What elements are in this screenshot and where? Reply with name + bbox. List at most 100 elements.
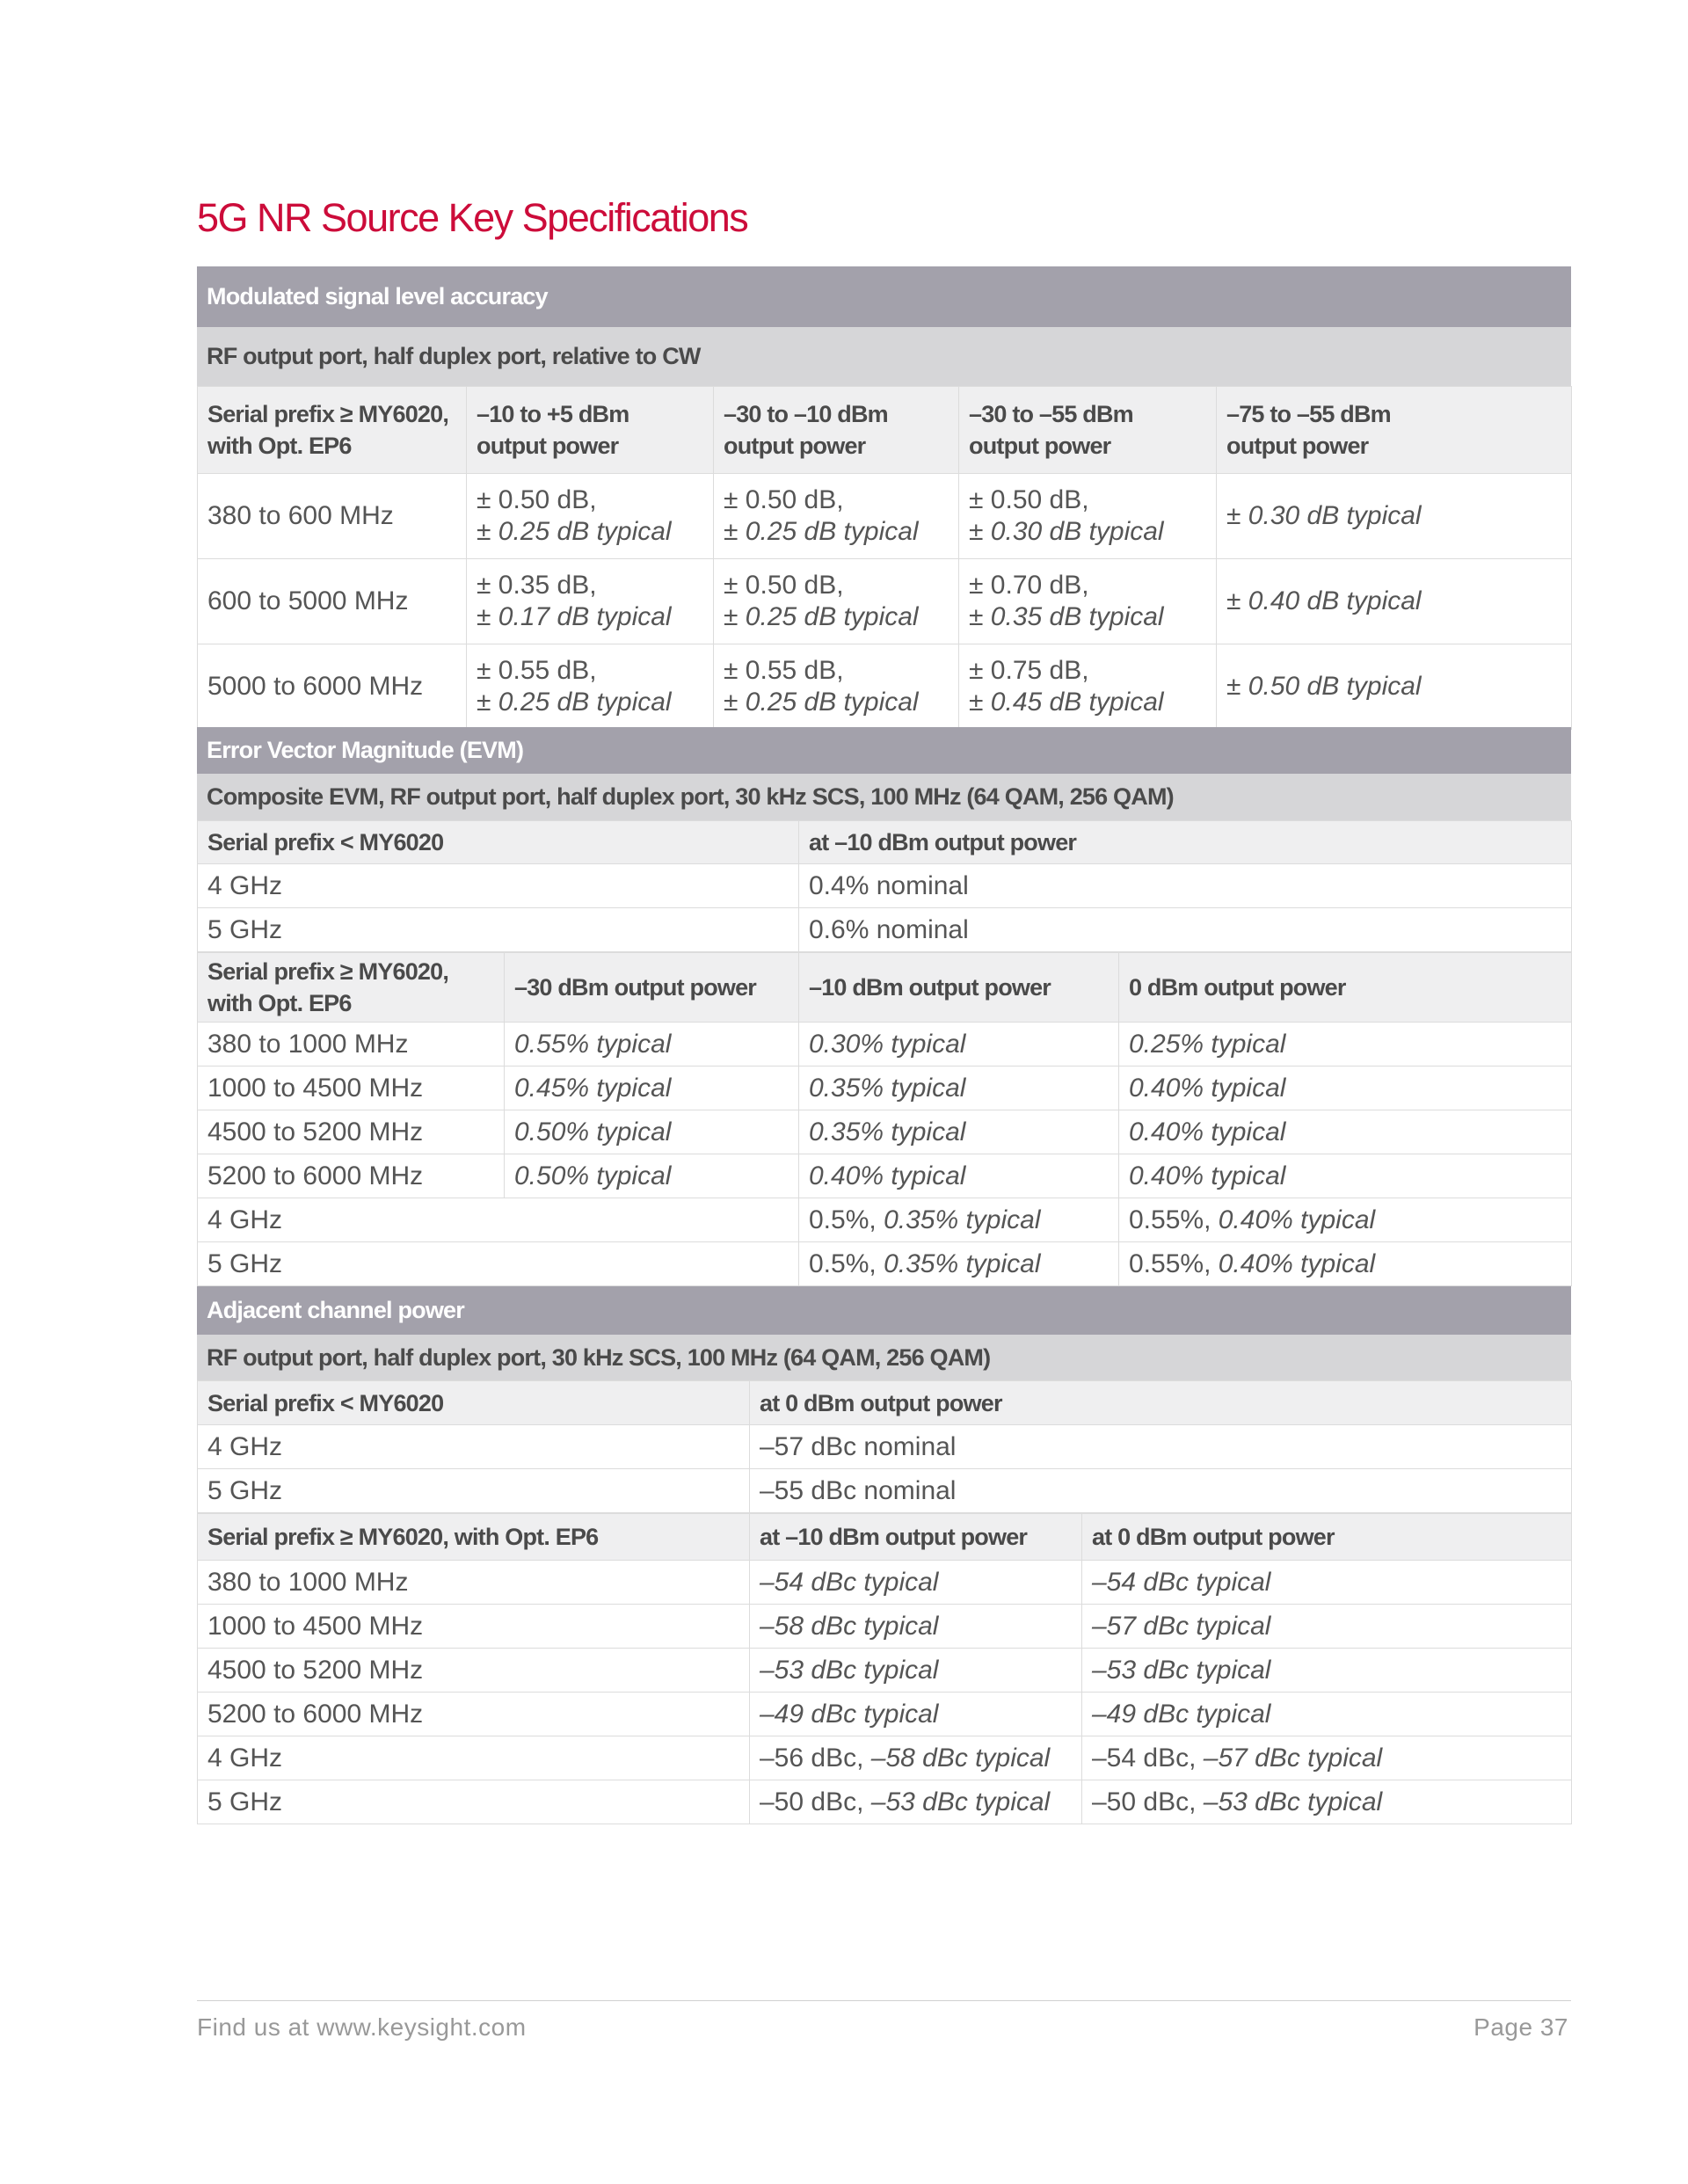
- nominal-value: –54 dBc,: [1092, 1743, 1204, 1773]
- table-row: 5 GHz 0.5%, 0.35% typical 0.55%, 0.40% typ…: [197, 1241, 1572, 1286]
- spec-value: ± 0.50 dB typical: [1216, 644, 1572, 730]
- typical-value: ± 0.17 dB typical: [477, 602, 672, 631]
- typical-value: 0.50% typical: [514, 1117, 672, 1147]
- table-header-row: Serial prefix < MY6020 at –10 dBm output …: [197, 820, 1572, 864]
- table-row: 5200 to 6000 MHz 0.50% typical 0.40% typic…: [197, 1154, 1572, 1198]
- typical-value: –57 dBc typical: [1203, 1743, 1383, 1773]
- row-label: 5 GHz: [197, 1780, 750, 1824]
- spec-value: 0.5%, 0.35% typical: [798, 1241, 1119, 1286]
- nominal-value: 0.5%,: [809, 1249, 884, 1278]
- typical-value: 0.40% typical: [1218, 1249, 1376, 1278]
- table-row: 5000 to 6000 MHz ± 0.55 dB, ± 0.25 dB typi…: [197, 644, 1572, 730]
- typical-value: –49 dBc typical: [760, 1699, 939, 1729]
- typical-value: ± 0.25 dB typical: [477, 517, 672, 546]
- section-header: Error Vector Magnitude (EVM): [197, 727, 1571, 774]
- table-row: 5 GHz –50 dBc, –53 dBc typical –50 dBc, –5…: [197, 1780, 1572, 1824]
- spec-table: Serial prefix < MY6020 at –10 dBm output …: [197, 820, 1572, 952]
- table-row: 600 to 5000 MHz ± 0.35 dB, ± 0.17 dB typic…: [197, 558, 1572, 644]
- nominal-value: ± 0.35 dB,: [477, 571, 597, 600]
- typical-value: –53 dBc typical: [1203, 1787, 1383, 1816]
- spec-value: 0.30% typical: [798, 1022, 1119, 1067]
- page-number: Page 37: [1473, 2013, 1568, 2041]
- spec-value: 0.5%, 0.35% typical: [798, 1198, 1119, 1242]
- typical-value: 0.35% typical: [809, 1117, 966, 1147]
- spec-value: ± 0.55 dB, ± 0.25 dB typical: [713, 644, 959, 730]
- spec-value: 0.55%, 0.40% typical: [1118, 1198, 1572, 1242]
- typical-value: –53 dBc typical: [870, 1787, 1051, 1816]
- column-header: –30 to –10 dBm output power: [713, 386, 959, 474]
- spec-value: 0.40% typical: [1118, 1066, 1572, 1110]
- spec-value: ± 0.50 dB, ± 0.25 dB typical: [713, 558, 959, 644]
- column-header: –30 to –55 dBm output power: [958, 386, 1217, 474]
- spec-table: Serial prefix ≥ MY6020, with Opt. EP6 –10…: [197, 386, 1572, 730]
- spec-value: –53 dBc typical: [749, 1648, 1082, 1693]
- section-subheader: RF output port, half duplex port, relati…: [197, 327, 1571, 386]
- typical-value: ± 0.25 dB typical: [724, 602, 919, 631]
- spec-value: –55 dBc nominal: [749, 1468, 1572, 1513]
- typical-value: ± 0.30 dB typical: [1226, 501, 1422, 530]
- typical-value: ± 0.30 dB typical: [969, 517, 1164, 546]
- spec-value: 0.35% typical: [798, 1110, 1119, 1154]
- spec-value: ± 0.40 dB typical: [1216, 558, 1572, 644]
- spec-value: –57 dBc nominal: [749, 1424, 1572, 1469]
- nominal-value: ± 0.50 dB,: [477, 485, 597, 514]
- table-header-row: Serial prefix ≥ MY6020, with Opt. EP6 –30…: [197, 952, 1572, 1023]
- row-label: 4500 to 5200 MHz: [197, 1110, 505, 1154]
- row-label: 380 to 600 MHz: [197, 473, 467, 559]
- typical-value: 0.35% typical: [809, 1073, 966, 1103]
- spec-table: Serial prefix ≥ MY6020, with Opt. EP6 at …: [197, 1513, 1572, 1824]
- typical-value: –49 dBc typical: [1092, 1699, 1271, 1729]
- spec-value: –54 dBc, –57 dBc typical: [1081, 1736, 1572, 1780]
- section-subheader: RF output port, half duplex port, 30 kHz…: [197, 1335, 1571, 1380]
- column-header: at –10 dBm output power: [749, 1513, 1082, 1561]
- footer-divider: [197, 2000, 1571, 2001]
- typical-value: 0.35% typical: [884, 1249, 1041, 1278]
- table-row: 4 GHz 0.5%, 0.35% typical 0.55%, 0.40% typ…: [197, 1198, 1572, 1242]
- page-title: 5G NR Source Key Specifications: [197, 195, 749, 240]
- row-label: 4 GHz: [197, 1424, 750, 1469]
- row-label: 1000 to 4500 MHz: [197, 1604, 750, 1649]
- spec-value: ± 0.50 dB, ± 0.25 dB typical: [713, 473, 959, 559]
- spec-value: 0.55% typical: [504, 1022, 799, 1067]
- table-row: 4 GHz –57 dBc nominal: [197, 1424, 1572, 1469]
- spec-value: ± 0.50 dB, ± 0.25 dB typical: [466, 473, 714, 559]
- nominal-value: ± 0.50 dB,: [724, 485, 844, 514]
- table-row: 5 GHz –55 dBc nominal: [197, 1468, 1572, 1513]
- column-header: –10 to +5 dBm output power: [466, 386, 714, 474]
- section-header: Modulated signal level accuracy: [197, 266, 1571, 327]
- spec-value: –50 dBc, –53 dBc typical: [1081, 1780, 1572, 1824]
- spec-value: ± 0.70 dB, ± 0.35 dB typical: [958, 558, 1217, 644]
- spec-section: Adjacent channel power RF output port, ha…: [197, 1286, 1572, 1824]
- column-header: Serial prefix < MY6020: [197, 1380, 750, 1425]
- nominal-value: ± 0.50 dB,: [724, 571, 844, 600]
- row-label: 5 GHz: [197, 907, 799, 952]
- typical-value: 0.40% typical: [1129, 1117, 1286, 1147]
- spec-value: 0.45% typical: [504, 1066, 799, 1110]
- table-row: 380 to 1000 MHz –54 dBc typical –54 dBc ty…: [197, 1560, 1572, 1605]
- column-header: Serial prefix < MY6020: [197, 820, 799, 864]
- spec-value: –49 dBc typical: [1081, 1692, 1572, 1736]
- spec-value: ± 0.55 dB, ± 0.25 dB typical: [466, 644, 714, 730]
- typical-value: –54 dBc typical: [1092, 1567, 1271, 1597]
- typical-value: ± 0.40 dB typical: [1226, 586, 1422, 615]
- column-header: at 0 dBm output power: [749, 1380, 1572, 1425]
- spec-table: Serial prefix ≥ MY6020, with Opt. EP6 –30…: [197, 952, 1572, 1286]
- typical-value: –57 dBc typical: [1092, 1611, 1271, 1641]
- row-label: 4500 to 5200 MHz: [197, 1648, 750, 1693]
- nominal-value: ± 0.50 dB,: [969, 485, 1089, 514]
- table-row: 5 GHz 0.6% nominal: [197, 907, 1572, 952]
- spec-value: 0.55%, 0.40% typical: [1118, 1241, 1572, 1286]
- spec-value: 0.35% typical: [798, 1066, 1119, 1110]
- column-header: Serial prefix ≥ MY6020, with Opt. EP6: [197, 952, 505, 1023]
- table-row: 4 GHz –56 dBc, –58 dBc typical –54 dBc, –5…: [197, 1736, 1572, 1780]
- row-label: 5 GHz: [197, 1468, 750, 1513]
- table-row: 1000 to 4500 MHz 0.45% typical 0.35% typic…: [197, 1066, 1572, 1110]
- section-header: Adjacent channel power: [197, 1286, 1571, 1335]
- nominal-value: ± 0.70 dB,: [969, 571, 1089, 600]
- spec-section: Error Vector Magnitude (EVM) Composite EV…: [197, 727, 1572, 1286]
- table-row: 4500 to 5200 MHz 0.50% typical 0.35% typic…: [197, 1110, 1572, 1154]
- spec-value: –56 dBc, –58 dBc typical: [749, 1736, 1082, 1780]
- table-row: 380 to 1000 MHz 0.55% typical 0.30% typica…: [197, 1022, 1572, 1067]
- typical-value: 0.40% typical: [1129, 1161, 1286, 1190]
- nominal-value: 0.55%,: [1129, 1249, 1219, 1278]
